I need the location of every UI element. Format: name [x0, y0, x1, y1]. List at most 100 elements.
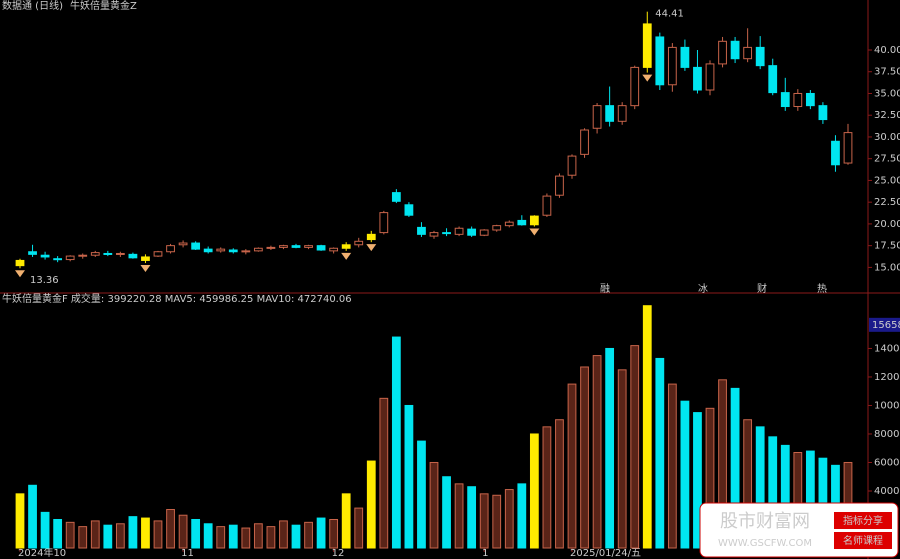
candle-body [818, 105, 828, 121]
x-tick-label: 1 [482, 548, 488, 559]
y-tick-label: 27.50 [874, 154, 900, 165]
volume-bar [228, 524, 238, 549]
volume-bar [115, 523, 125, 549]
candle-body [780, 92, 790, 108]
candle-body [630, 66, 640, 107]
volume-bar [304, 521, 313, 549]
volume-bar [178, 514, 188, 549]
volume-bar [592, 355, 602, 549]
volume-bar [529, 433, 539, 549]
candle-body [128, 253, 138, 259]
volume-bar [630, 345, 640, 549]
candle-body [642, 23, 652, 68]
candle-body [354, 240, 364, 246]
volume-bar [166, 509, 175, 549]
volume-bar [680, 400, 690, 549]
candle-body [693, 66, 702, 91]
candle-body [529, 215, 539, 226]
volume-bar [442, 476, 451, 549]
y-tick-label: 25.00 [874, 175, 900, 186]
candle-body [730, 40, 740, 60]
signal-marker [140, 265, 151, 273]
volume-bar [316, 517, 326, 549]
annotation-high: 44.41 [655, 9, 684, 20]
candle-body [266, 246, 276, 249]
v-tick-label: 8000 [874, 429, 899, 440]
x-tick-label: 2025/01/24/五 [570, 548, 641, 559]
y-tick-label: 20.00 [874, 219, 900, 230]
candle-body [605, 105, 615, 122]
v-max-label: 15658 [872, 320, 900, 331]
candle-body [191, 242, 201, 250]
volume-bar [216, 526, 226, 549]
v-tick-label: 14000 [874, 343, 900, 354]
wm-tag: 名师课程 [843, 534, 883, 547]
candle-body [391, 192, 401, 202]
volume-bar [65, 521, 75, 549]
annotation-low: 13.36 [30, 275, 59, 286]
source: 数据通 (日线) [2, 0, 63, 12]
y-tick-label: 17.50 [874, 241, 900, 252]
volume-header: 牛妖倍量黄金F 成交量: 399220.28 MAV5: 459986.25 M… [2, 292, 352, 305]
volume-bar [40, 511, 50, 549]
volume-bar [341, 493, 351, 549]
volume-bar [429, 461, 439, 549]
candle-body [755, 46, 765, 67]
volume-bar [366, 460, 376, 549]
wm-url: WWW.GSCFW.COM [718, 538, 812, 549]
volume-bar [191, 518, 201, 549]
candle-body [379, 212, 389, 234]
candle-body [203, 248, 213, 253]
marker: 融 [600, 283, 610, 295]
candle-body [467, 228, 477, 236]
volume-bar [693, 412, 702, 549]
y-tick-label: 40.00 [874, 45, 900, 56]
x-tick-label: 2024年10 [18, 546, 66, 559]
candle-body [115, 252, 125, 255]
volume-bar [391, 336, 401, 549]
volume-bar [329, 518, 339, 549]
candle-body [316, 245, 326, 251]
signal-marker [15, 270, 25, 278]
candle-body [479, 229, 489, 236]
volume-bar [467, 486, 477, 549]
v-max-box [869, 317, 900, 332]
candle-body [555, 175, 564, 196]
signal-marker [341, 252, 352, 260]
volume-bar [667, 383, 677, 549]
candle-body [329, 247, 339, 252]
candle-body [843, 132, 853, 164]
candle-body [655, 36, 665, 86]
volume-bar [504, 489, 514, 549]
candle-body [542, 195, 552, 216]
volume-bar [15, 493, 25, 549]
candle-body [28, 251, 37, 255]
candle-body [15, 259, 25, 267]
watermark: 股市财富网 WWW.GSCFW.COM 指标分享 名师课程 [699, 502, 899, 558]
candle-body [178, 242, 188, 246]
candle-body [166, 245, 175, 253]
marker: 财 [757, 282, 767, 295]
candle-body [504, 221, 514, 227]
candle-body [40, 254, 50, 258]
candle-body [53, 258, 63, 261]
volume-bar [354, 507, 364, 549]
volume-bar [203, 523, 213, 549]
v-tick-label: 10000 [874, 400, 900, 411]
volume-bar [291, 524, 301, 549]
volume-bar [517, 483, 527, 549]
candle-body [743, 46, 753, 60]
volume-bar [580, 366, 589, 549]
candle-body [279, 245, 288, 248]
signal-marker [529, 228, 540, 236]
volume-bar [241, 527, 251, 549]
volume-bar [379, 397, 389, 549]
volume-bar [253, 523, 263, 549]
v-tick-label: 4000 [874, 486, 899, 497]
candle-body [304, 245, 313, 248]
volume-bar [128, 516, 138, 549]
y-tick-label: 35.00 [874, 88, 900, 99]
volume-bar [605, 347, 615, 549]
candle-body [253, 247, 263, 252]
